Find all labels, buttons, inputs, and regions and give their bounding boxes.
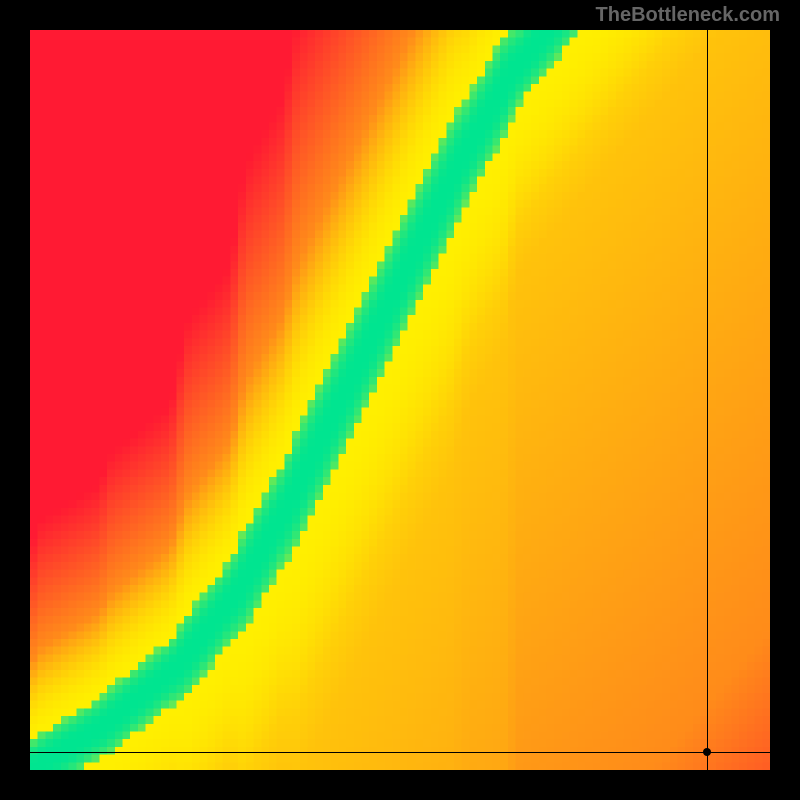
crosshair-marker (703, 748, 711, 756)
heatmap-plot (30, 30, 770, 770)
crosshair-vertical (707, 30, 708, 770)
attribution-text: TheBottleneck.com (596, 4, 780, 27)
crosshair-horizontal (30, 752, 770, 753)
heatmap-canvas (30, 30, 770, 770)
